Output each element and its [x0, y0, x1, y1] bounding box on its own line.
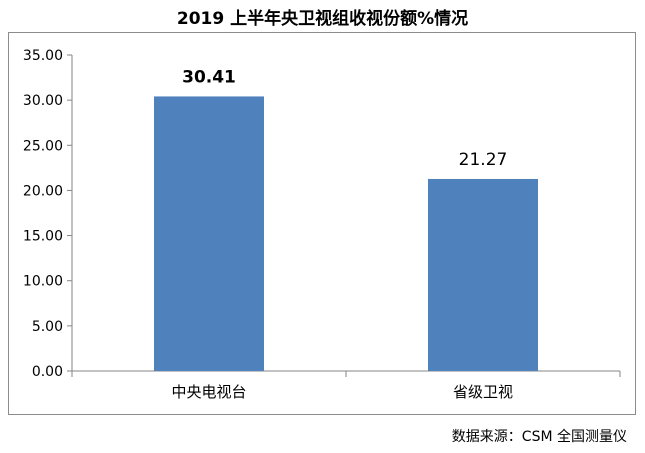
chart-title: 2019 上半年央卫视组收视份额%情况	[176, 9, 469, 29]
data-label-1: 30.41	[182, 67, 236, 87]
y-tick-label: 20.00	[23, 183, 63, 199]
bar-2	[428, 178, 538, 371]
y-tick-label: 5.00	[32, 319, 63, 335]
bar-1	[154, 96, 264, 372]
y-tick-label: 25.00	[23, 138, 63, 154]
x-axis: 中央电视台 省级卫视	[71, 370, 621, 401]
category-label-2: 省级卫视	[453, 383, 513, 401]
data-source-note: 数据来源：CSM 全国测量仪	[451, 429, 627, 445]
bars: 30.41 21.27	[154, 67, 538, 372]
y-tick-label: 35.00	[23, 48, 63, 64]
y-tick-label: 30.00	[23, 93, 63, 109]
y-axis: 0.00 5.00 10.00 15.00 20.00 25.00 30.00 35.00	[23, 48, 73, 380]
y-tick-label: 15.00	[23, 229, 63, 245]
data-label-2: 21.27	[459, 150, 508, 170]
chart-frame	[8, 32, 636, 415]
y-tick-label: 10.00	[23, 274, 63, 290]
y-tick-label: 0.00	[32, 364, 63, 380]
category-label-1: 中央电视台	[171, 383, 246, 401]
